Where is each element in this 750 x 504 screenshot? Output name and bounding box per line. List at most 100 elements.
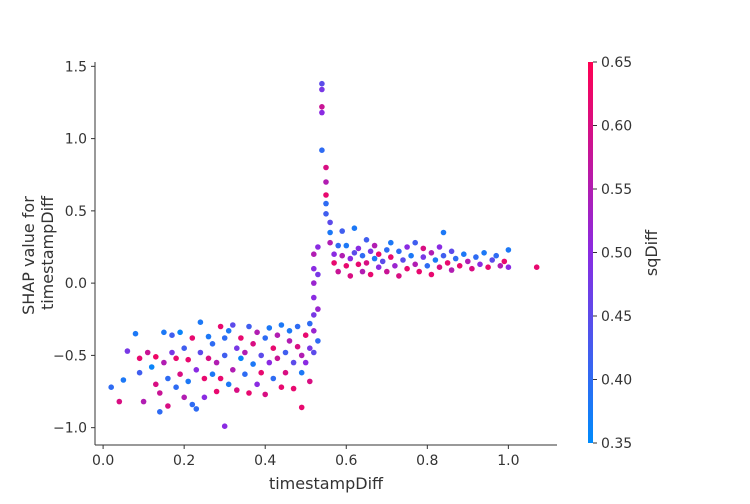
- scatter-point: [452, 255, 459, 262]
- scatter-point: [327, 219, 333, 226]
- scatter-point: [120, 377, 127, 383]
- y-axis-label: SHAP value for timestampDiff: [19, 191, 57, 315]
- x-tick-label: 0.2: [173, 453, 195, 469]
- scatter-point: [367, 248, 374, 255]
- scatter-point: [335, 268, 342, 275]
- scatter-point: [384, 247, 390, 253]
- colorbar-tick-label: 0.65: [601, 55, 632, 71]
- scatter-point: [363, 260, 370, 266]
- scatter-point: [148, 364, 155, 370]
- scatter-point: [335, 242, 342, 249]
- scatter-point: [286, 338, 293, 344]
- scatter-points: [108, 80, 540, 430]
- scatter-point: [209, 341, 216, 347]
- scatter-point: [400, 257, 406, 263]
- y-tick-label: 1.5: [65, 59, 87, 75]
- scatter-point: [420, 245, 427, 252]
- y-tick-label: −1.0: [53, 421, 87, 437]
- scatter-point: [177, 371, 183, 378]
- scatter-point: [165, 403, 171, 409]
- scatter-point: [375, 251, 382, 257]
- x-tick-label: 1.0: [497, 453, 519, 469]
- scatter-point: [388, 239, 394, 246]
- scatter-point: [173, 384, 179, 391]
- scatter-point: [533, 264, 540, 271]
- scatter-point: [473, 254, 479, 260]
- scatter-point: [384, 268, 390, 275]
- scatter-point: [242, 371, 248, 378]
- scatter-point: [307, 378, 313, 385]
- scatter-point: [375, 264, 382, 271]
- scatter-point: [157, 409, 163, 415]
- scatter-point: [270, 345, 277, 352]
- scatter-point: [404, 265, 410, 272]
- scatter-point: [396, 248, 402, 255]
- scatter-point: [262, 391, 269, 398]
- scatter-point: [144, 349, 151, 356]
- x-tick-label: 0.6: [335, 453, 357, 469]
- scatter-point: [153, 381, 159, 388]
- scatter-point: [307, 320, 313, 327]
- y-tick-label: 0.0: [65, 276, 87, 292]
- scatter-point: [319, 80, 325, 87]
- scatter-point: [189, 401, 196, 408]
- scatter-point: [124, 348, 131, 354]
- scatter-point: [282, 349, 289, 356]
- scatter-point: [359, 252, 366, 259]
- colorbar-tick-label: 0.40: [601, 373, 632, 389]
- scatter-point: [246, 323, 252, 330]
- scatter-point: [331, 260, 337, 266]
- scatter-point: [461, 251, 467, 257]
- y-tick-label: 1.0: [65, 132, 87, 148]
- scatter-point: [388, 254, 394, 260]
- scatter-point: [185, 356, 191, 363]
- scatter-point: [225, 328, 232, 334]
- y-axis-label-line-1: SHAP value for: [19, 196, 38, 315]
- scatter-point: [286, 328, 293, 334]
- scatter-point: [262, 335, 269, 341]
- scatter-point: [493, 252, 500, 259]
- scatter-point: [189, 335, 196, 341]
- scatter-point: [116, 398, 123, 405]
- scatter-point: [319, 86, 325, 93]
- scatter-point: [201, 394, 208, 401]
- scatter-point: [217, 323, 224, 330]
- scatter-point: [371, 242, 378, 249]
- colorbar-tick-label: 0.45: [601, 309, 632, 325]
- scatter-point: [497, 263, 504, 269]
- scatter-point: [221, 423, 228, 430]
- scatter-point: [311, 251, 317, 257]
- scatter-point: [278, 384, 285, 391]
- scatter-point: [469, 265, 475, 272]
- scatter-point: [412, 239, 419, 246]
- scatter-point: [201, 375, 208, 382]
- scatter-point: [278, 322, 285, 328]
- scatter-point: [213, 388, 220, 395]
- scatter-point: [274, 355, 281, 362]
- scatter-point: [221, 352, 228, 359]
- scatter-point: [282, 369, 289, 376]
- scatter-point: [246, 390, 252, 396]
- scatter-point: [181, 345, 187, 352]
- scatter-point: [311, 280, 317, 286]
- scatter-point: [217, 375, 224, 382]
- scatter-point: [489, 257, 496, 263]
- colorbar-tick-label: 0.60: [601, 119, 632, 135]
- scatter-point: [343, 242, 350, 249]
- scatter-point: [197, 319, 204, 326]
- scatter-point: [266, 325, 273, 331]
- scatter-point: [351, 250, 358, 256]
- colorbar-tick-label: 0.50: [601, 246, 632, 262]
- y-axis-ticks: −1.0 −0.5 0.0 0.5 1.0 1.5: [53, 59, 95, 437]
- scatter-point: [136, 369, 143, 376]
- scatter-point: [323, 164, 329, 171]
- scatter-point: [440, 252, 447, 259]
- scatter-point: [169, 332, 175, 339]
- scatter-point: [169, 349, 175, 356]
- scatter-point: [505, 247, 512, 253]
- scatter-point: [165, 375, 171, 382]
- scatter-point: [238, 355, 244, 362]
- scatter-point: [221, 335, 228, 341]
- scatter-point: [250, 341, 256, 347]
- scatter-point: [197, 349, 204, 356]
